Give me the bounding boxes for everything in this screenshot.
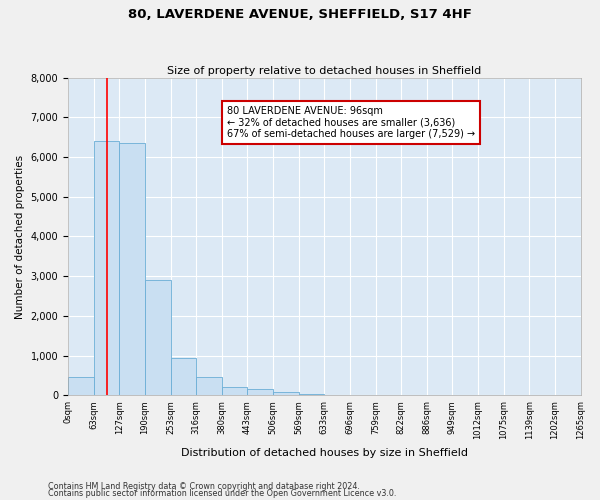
Bar bbox=[247, 390, 273, 396]
Title: Size of property relative to detached houses in Sheffield: Size of property relative to detached ho… bbox=[167, 66, 481, 76]
Bar bbox=[196, 378, 222, 396]
Text: Contains public sector information licensed under the Open Government Licence v3: Contains public sector information licen… bbox=[48, 489, 397, 498]
Bar bbox=[170, 358, 196, 396]
Bar bbox=[94, 141, 119, 396]
Bar bbox=[119, 143, 145, 396]
Bar bbox=[222, 388, 247, 396]
Bar bbox=[68, 378, 94, 396]
Y-axis label: Number of detached properties: Number of detached properties bbox=[15, 154, 25, 318]
Bar bbox=[299, 394, 324, 396]
Bar bbox=[273, 392, 299, 396]
Text: 80, LAVERDENE AVENUE, SHEFFIELD, S17 4HF: 80, LAVERDENE AVENUE, SHEFFIELD, S17 4HF bbox=[128, 8, 472, 20]
Text: Contains HM Land Registry data © Crown copyright and database right 2024.: Contains HM Land Registry data © Crown c… bbox=[48, 482, 360, 491]
Text: 80 LAVERDENE AVENUE: 96sqm
← 32% of detached houses are smaller (3,636)
67% of s: 80 LAVERDENE AVENUE: 96sqm ← 32% of deta… bbox=[227, 106, 475, 140]
X-axis label: Distribution of detached houses by size in Sheffield: Distribution of detached houses by size … bbox=[181, 448, 468, 458]
Bar bbox=[145, 280, 170, 396]
